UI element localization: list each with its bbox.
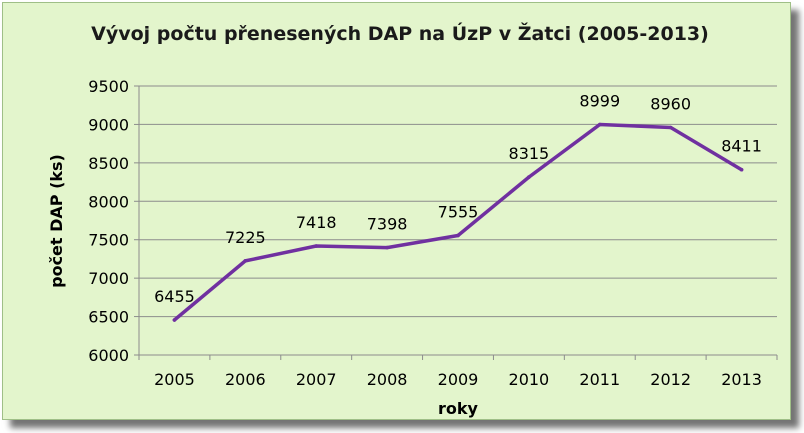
chart-title: Vývoj počtu přenesených DAP na ÚzP v Žat…	[91, 21, 709, 45]
series-line	[172, 122, 744, 322]
data-point	[243, 259, 248, 263]
data-point	[314, 244, 319, 248]
data-label: 7398	[367, 215, 408, 234]
data-label: 7418	[296, 213, 337, 232]
data-label: 7555	[438, 202, 479, 221]
data-point	[456, 233, 460, 238]
x-tick-label: 2010	[509, 370, 550, 389]
x-tick-label: 2008	[367, 370, 408, 389]
gridlines	[139, 85, 777, 318]
x-axis-label: roky	[438, 399, 479, 418]
data-labels: 6455 7225 7418 7398 7555 8315 8999 8960 8411	[154, 92, 762, 307]
y-tick-label: 7000	[88, 269, 129, 288]
y-tick-label: 6500	[88, 308, 129, 327]
y-axis-label: počet DAP (ks)	[47, 154, 66, 288]
x-tick-label: 2011	[579, 370, 620, 389]
data-label: 8411	[721, 137, 762, 156]
y-tick-label: 8000	[88, 192, 129, 211]
y-tick-label: 8500	[88, 154, 129, 173]
data-point	[739, 167, 744, 172]
data-point	[172, 318, 177, 322]
x-tick-label: 2009	[438, 370, 479, 389]
x-tick-label: 2013	[721, 370, 762, 389]
data-point	[527, 175, 531, 179]
x-tick-label: 2005	[154, 370, 195, 389]
y-tick-labels: 6000 6500 7000 7500 8000 8500 9000 9500	[88, 77, 129, 365]
chart-frame	[2, 2, 791, 420]
data-point	[668, 125, 673, 130]
x-tick-labels: 2005 2006 2007 2008 2009 2010 2011 2012 2013	[154, 370, 762, 389]
series	[172, 122, 744, 322]
data-label: 8999	[579, 92, 620, 111]
y-tick-label: 9500	[88, 77, 129, 96]
x-tick-label: 2012	[650, 370, 691, 389]
axes	[134, 85, 778, 360]
data-label: 7225	[225, 228, 266, 247]
x-tick-label: 2007	[296, 370, 337, 389]
y-tick-label: 6000	[88, 346, 129, 365]
data-label: 6455	[154, 287, 195, 306]
y-tick-label: 9000	[88, 115, 129, 134]
data-label: 8315	[509, 144, 550, 163]
x-tick-label: 2006	[225, 370, 266, 389]
data-point	[385, 245, 389, 250]
data-point	[597, 122, 602, 127]
y-tick-label: 7500	[88, 231, 129, 250]
data-label: 8960	[650, 95, 691, 114]
